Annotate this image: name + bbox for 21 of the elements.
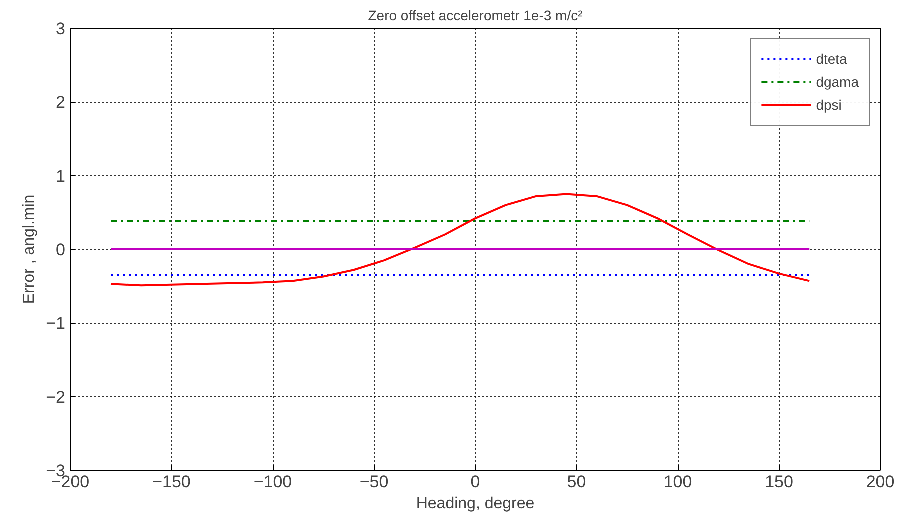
y-tick-label: 1 xyxy=(56,166,66,186)
y-axis-title: Error , angl.min xyxy=(21,194,38,304)
x-tick-label: 50 xyxy=(567,472,586,492)
y-tick-label: 3 xyxy=(56,20,66,38)
x-tick-label: 100 xyxy=(664,472,692,492)
y-tick-label: −1 xyxy=(46,314,66,334)
x-tick-label: −150 xyxy=(152,472,191,492)
y-tick-label: 0 xyxy=(56,240,66,260)
x-tick-label: −50 xyxy=(360,472,389,492)
x-tick-label: 200 xyxy=(866,472,895,492)
x-axis-title: Heading, degree xyxy=(416,496,535,512)
legend-label: dgama xyxy=(816,74,859,90)
x-tick-label: −100 xyxy=(254,472,292,492)
x-tick-label: 150 xyxy=(765,472,794,492)
legend-label: dteta xyxy=(816,51,848,67)
y-tick-label: −2 xyxy=(46,388,66,407)
x-tick-label: 0 xyxy=(470,472,480,492)
line-series xyxy=(110,193,811,287)
chart-title: Zero offset accelerometr 1e-3 m/c² xyxy=(368,8,584,24)
legend-label: dpsi xyxy=(816,97,842,113)
y-tick-label: 2 xyxy=(56,93,66,112)
